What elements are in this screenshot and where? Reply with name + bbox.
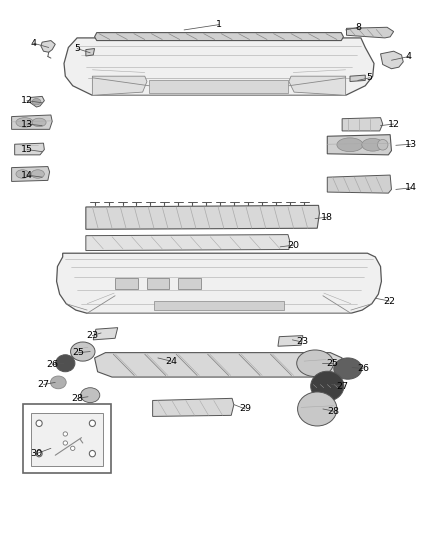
Ellipse shape: [63, 432, 67, 436]
Text: 15: 15: [21, 145, 33, 154]
Text: 23: 23: [296, 337, 308, 346]
Ellipse shape: [81, 387, 100, 402]
Text: 22: 22: [383, 296, 395, 305]
Text: 26: 26: [357, 364, 369, 373]
Ellipse shape: [32, 118, 46, 127]
Bar: [178, 278, 201, 289]
Polygon shape: [86, 235, 290, 251]
Polygon shape: [289, 76, 346, 95]
Polygon shape: [152, 398, 234, 416]
Polygon shape: [381, 51, 403, 69]
Text: 12: 12: [21, 96, 33, 105]
Polygon shape: [350, 75, 365, 82]
Polygon shape: [86, 49, 95, 56]
Text: 26: 26: [46, 360, 58, 369]
Text: 24: 24: [165, 357, 177, 366]
Text: 28: 28: [327, 407, 339, 416]
Polygon shape: [57, 253, 381, 313]
Text: 30: 30: [30, 449, 42, 458]
Ellipse shape: [297, 392, 337, 426]
Text: 12: 12: [388, 119, 399, 128]
Ellipse shape: [71, 446, 75, 450]
Polygon shape: [342, 118, 383, 131]
Text: 29: 29: [239, 405, 251, 414]
Text: 5: 5: [367, 73, 373, 82]
Text: 1: 1: [216, 20, 222, 29]
Polygon shape: [86, 205, 319, 229]
Ellipse shape: [89, 420, 95, 426]
Text: 18: 18: [321, 213, 333, 222]
Ellipse shape: [337, 138, 363, 152]
Ellipse shape: [378, 140, 388, 150]
Ellipse shape: [362, 139, 384, 151]
Text: 23: 23: [86, 331, 99, 340]
Bar: [31, 413, 103, 466]
Text: 13: 13: [405, 140, 417, 149]
Bar: [115, 278, 138, 289]
Bar: [23, 403, 111, 473]
Ellipse shape: [32, 99, 41, 105]
Polygon shape: [12, 166, 49, 181]
Text: 27: 27: [336, 382, 348, 391]
Text: 4: 4: [406, 52, 412, 61]
Polygon shape: [278, 336, 303, 346]
Text: 25: 25: [326, 359, 339, 368]
Ellipse shape: [56, 355, 75, 372]
Bar: [149, 80, 288, 93]
Ellipse shape: [89, 450, 95, 457]
Ellipse shape: [71, 342, 95, 361]
Text: 27: 27: [38, 380, 49, 389]
Polygon shape: [41, 41, 55, 52]
Polygon shape: [93, 328, 118, 340]
Polygon shape: [30, 96, 44, 107]
Ellipse shape: [16, 169, 29, 178]
Ellipse shape: [16, 118, 33, 127]
Polygon shape: [327, 175, 392, 193]
Ellipse shape: [334, 358, 362, 379]
Polygon shape: [12, 115, 52, 130]
Polygon shape: [95, 33, 343, 41]
Text: 20: 20: [287, 241, 299, 250]
Polygon shape: [14, 143, 44, 155]
Text: 8: 8: [356, 23, 362, 32]
Text: 4: 4: [30, 39, 36, 48]
Text: 25: 25: [72, 348, 85, 357]
Polygon shape: [95, 353, 342, 377]
Ellipse shape: [63, 441, 67, 445]
Polygon shape: [64, 38, 374, 95]
Text: 14: 14: [21, 171, 33, 180]
Text: 14: 14: [405, 183, 417, 192]
Text: 5: 5: [74, 44, 80, 53]
Bar: [153, 301, 285, 310]
Text: 28: 28: [71, 394, 83, 403]
Polygon shape: [327, 135, 392, 155]
Ellipse shape: [36, 450, 42, 457]
Ellipse shape: [50, 376, 66, 389]
Polygon shape: [92, 76, 147, 95]
Ellipse shape: [311, 371, 344, 401]
Text: 13: 13: [21, 119, 33, 128]
Bar: [147, 278, 169, 289]
Ellipse shape: [297, 350, 333, 376]
Ellipse shape: [36, 420, 42, 426]
Ellipse shape: [31, 169, 44, 178]
Polygon shape: [346, 27, 394, 38]
